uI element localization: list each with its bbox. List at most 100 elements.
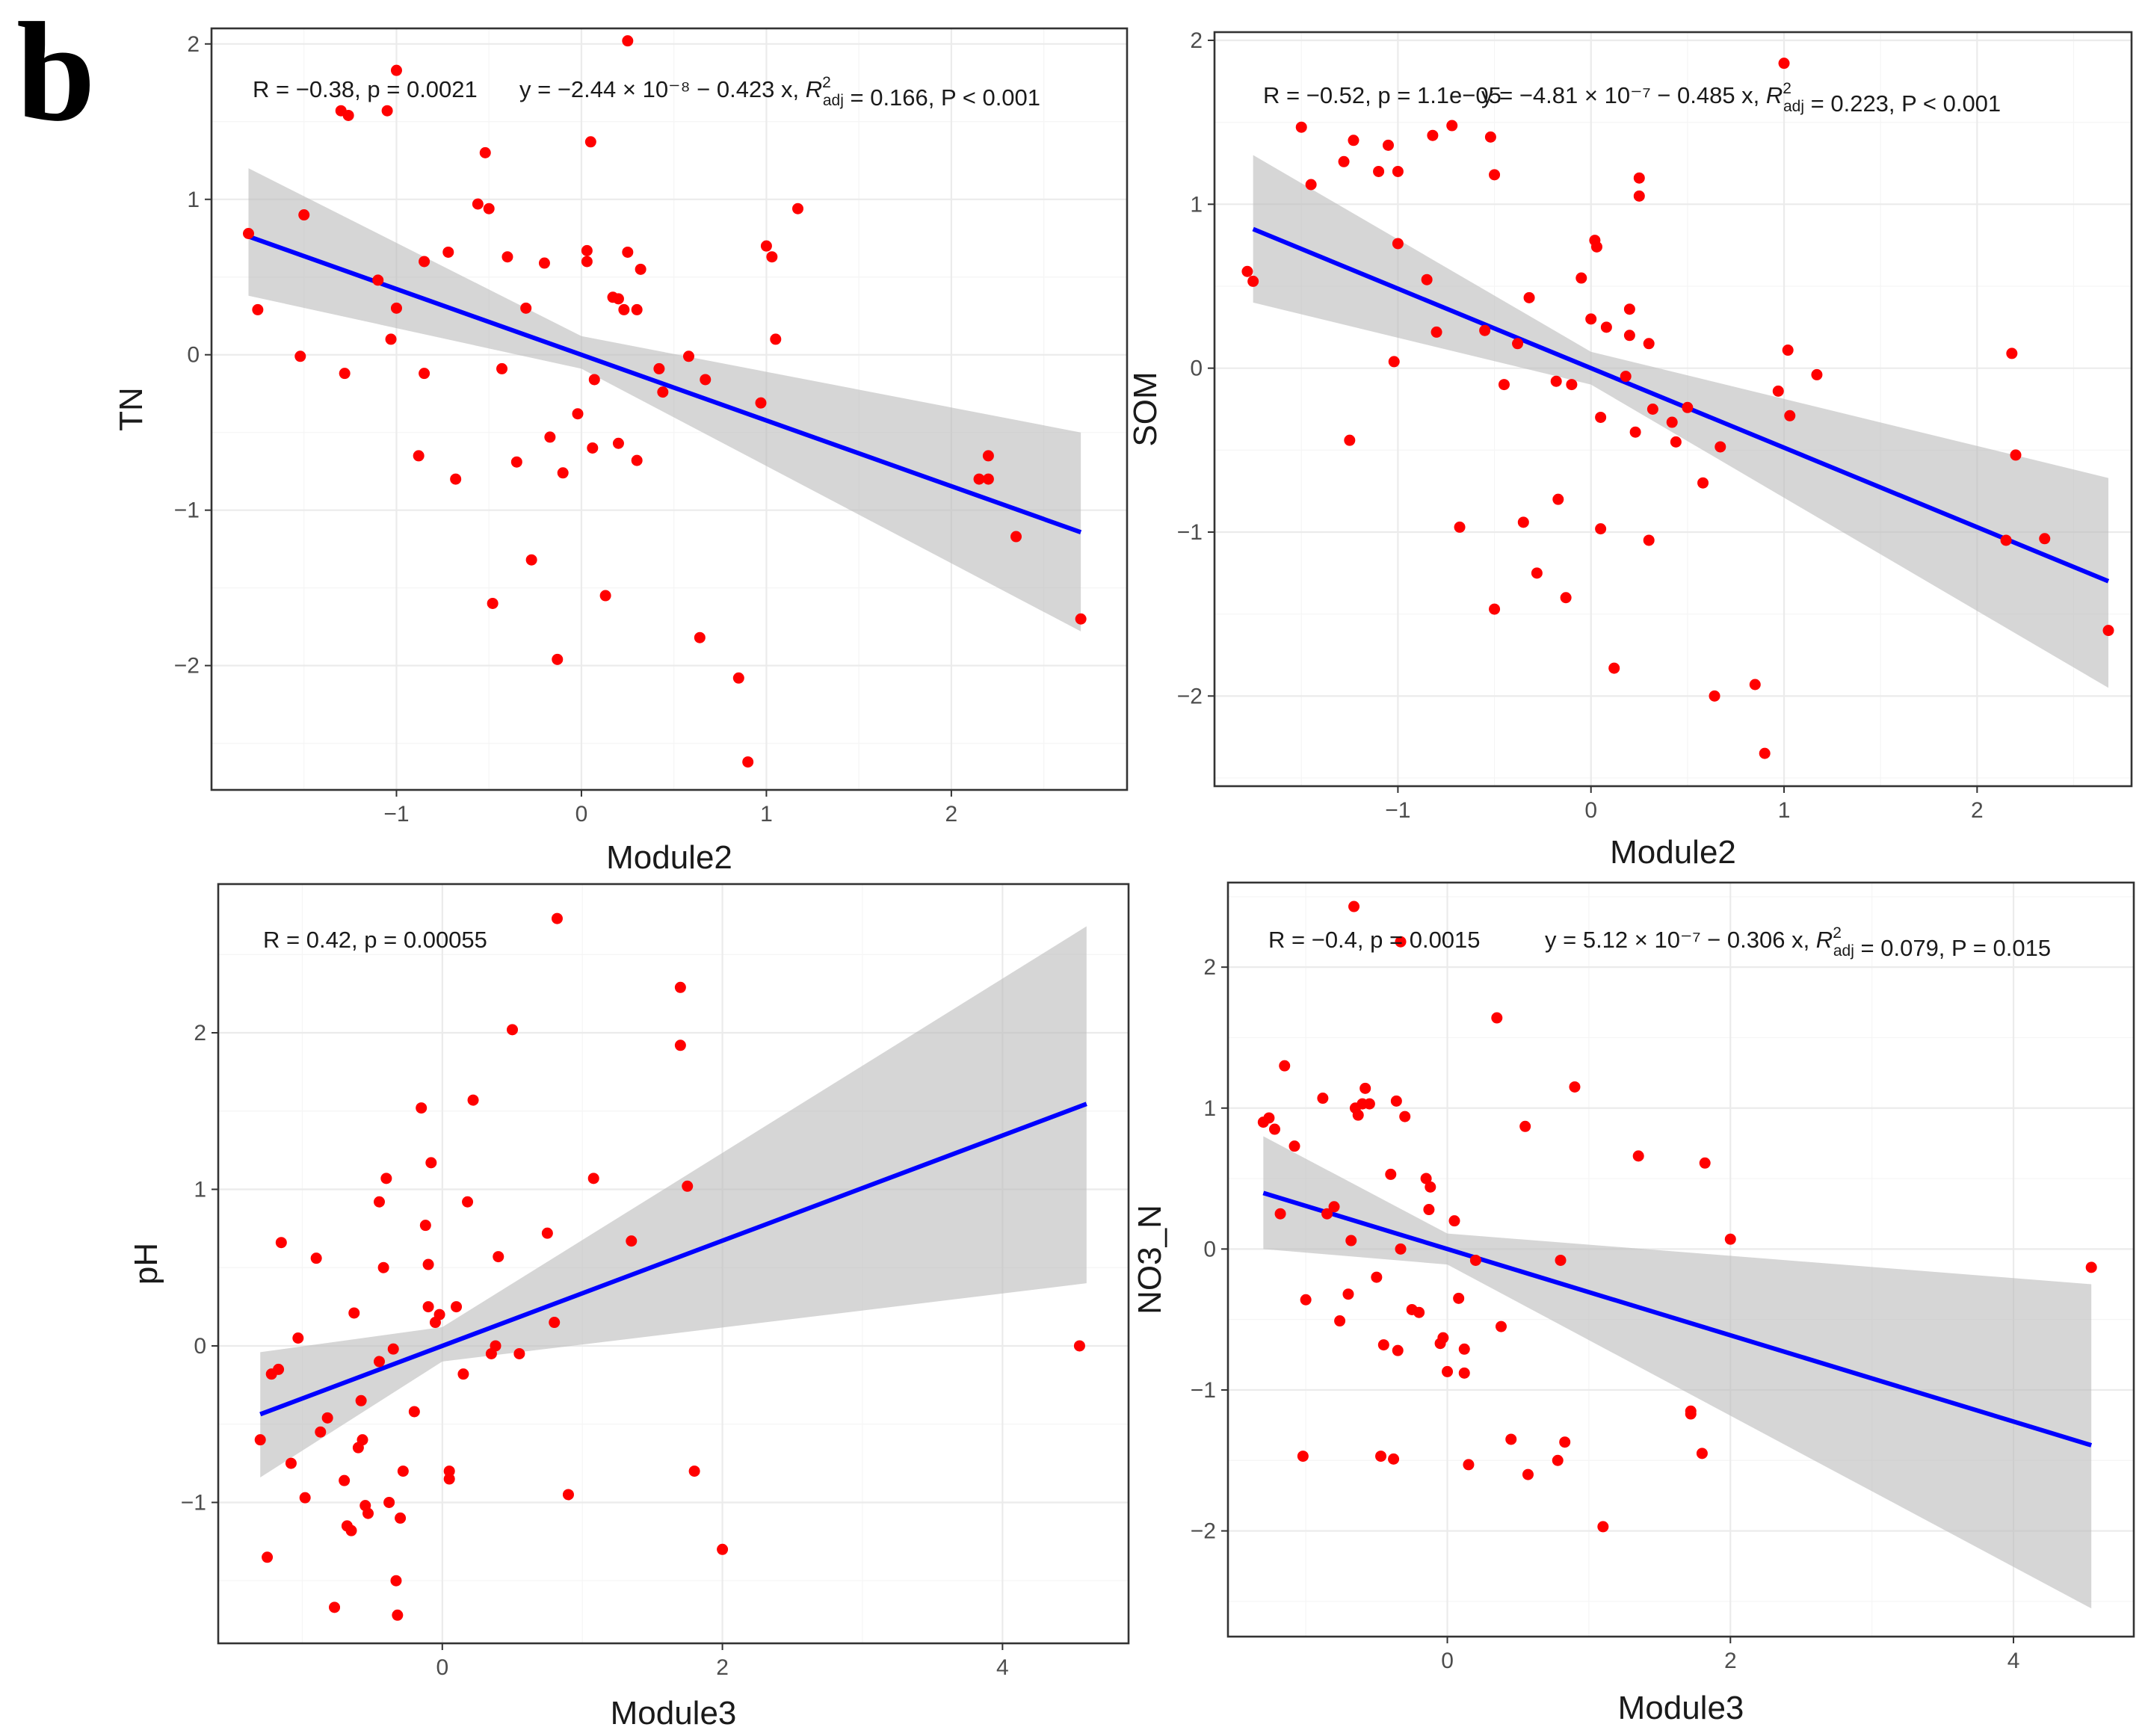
data-point <box>1373 165 1385 177</box>
y-tick-label: 2 <box>1190 28 1203 53</box>
data-point <box>392 1609 404 1621</box>
data-point <box>1697 477 1709 489</box>
data-point <box>496 362 508 374</box>
data-point <box>373 1356 385 1368</box>
data-point <box>285 1457 297 1469</box>
data-point <box>1395 936 1407 948</box>
data-point <box>755 397 767 409</box>
data-point <box>1749 679 1761 691</box>
data-point <box>1392 165 1404 177</box>
data-point <box>1427 129 1439 141</box>
data-point <box>562 1489 574 1501</box>
data-point <box>584 136 596 148</box>
data-point <box>1263 1112 1275 1124</box>
y-tick-label: 1 <box>1190 192 1203 217</box>
x-tick-label: 0 <box>1441 1649 1454 1673</box>
data-point <box>1073 1340 1085 1352</box>
data-point <box>467 1094 479 1106</box>
data-point <box>1685 1405 1697 1417</box>
data-point <box>1715 441 1726 453</box>
correlation-annotation: R = −0.52, p = 1.1e−05 <box>1263 82 1502 108</box>
data-point <box>1623 303 1635 315</box>
data-point <box>419 368 430 380</box>
data-point <box>310 1252 322 1264</box>
data-point <box>377 1261 389 1273</box>
data-point <box>443 1465 455 1477</box>
data-point <box>572 408 584 420</box>
data-point <box>1784 410 1796 421</box>
data-point <box>1595 523 1607 535</box>
data-point <box>631 454 643 466</box>
data-point <box>1388 356 1400 368</box>
data-point <box>294 350 306 362</box>
data-point <box>1423 1204 1435 1216</box>
data-point <box>1359 1082 1371 1094</box>
data-point <box>408 1406 420 1418</box>
data-point <box>1344 434 1356 446</box>
data-point <box>355 1394 367 1406</box>
data-point <box>1696 1448 1708 1459</box>
data-point <box>1385 1168 1397 1180</box>
data-point <box>1597 1521 1609 1533</box>
data-point <box>1010 531 1022 543</box>
data-point <box>1666 416 1678 428</box>
data-point <box>483 203 495 214</box>
data-point <box>682 350 694 362</box>
data-point <box>390 64 402 76</box>
x-tick-label: 0 <box>436 1655 448 1680</box>
data-point <box>1421 274 1433 285</box>
data-point <box>1268 1123 1280 1135</box>
data-point <box>588 374 600 386</box>
data-point <box>1363 1098 1375 1110</box>
x-tick-label: 1 <box>760 802 773 827</box>
data-point <box>1305 179 1317 191</box>
x-tick-label: 0 <box>575 802 588 827</box>
data-point <box>1575 272 1587 284</box>
data-point <box>1388 1453 1400 1465</box>
data-point <box>1489 603 1501 615</box>
data-point <box>1643 534 1655 546</box>
data-point <box>1454 521 1466 533</box>
data-point <box>1420 1173 1432 1184</box>
data-point <box>1458 1343 1470 1355</box>
data-point <box>1498 379 1510 391</box>
regression-equation: y = 5.12 × 10⁻⁷ − 0.306 x, R2 adj = 0.079… <box>1545 924 2051 961</box>
chart-panel-TN-vs-Module2: −1 0 1 2 −2 −1 0 1 2 R = −0.38, p = 0.0021 y = −2.… <box>113 27 1129 876</box>
data-point <box>674 1040 686 1051</box>
data-point <box>1633 190 1645 202</box>
data-point <box>380 1173 392 1184</box>
x-tick-label: 2 <box>1971 798 1984 823</box>
plot-frame <box>1213 31 2133 788</box>
data-point <box>1555 1254 1567 1266</box>
data-point <box>1463 1459 1475 1471</box>
data-point <box>1469 1254 1481 1266</box>
data-point <box>520 302 532 314</box>
plot-frame <box>210 27 1129 791</box>
data-point <box>425 1157 437 1169</box>
data-point <box>479 146 491 158</box>
data-point <box>1338 155 1350 167</box>
data-point <box>612 437 624 449</box>
data-point <box>1523 291 1535 303</box>
data-point <box>1448 1215 1460 1227</box>
data-point <box>1623 330 1635 342</box>
data-point <box>419 1220 431 1232</box>
data-point <box>357 1434 368 1446</box>
data-point <box>1772 385 1784 397</box>
data-point <box>1560 592 1572 604</box>
data-point <box>442 246 454 258</box>
y-tick-label: 1 <box>187 188 200 212</box>
data-point <box>1782 345 1794 356</box>
data-point <box>422 1301 434 1313</box>
data-point <box>1352 1109 1364 1121</box>
data-point <box>372 274 384 286</box>
plot-frame <box>217 883 1130 1645</box>
data-point <box>1495 1320 1507 1332</box>
data-point <box>626 1235 638 1247</box>
plot-frame <box>1226 881 2135 1638</box>
data-point <box>581 256 593 268</box>
data-point <box>1392 238 1404 250</box>
data-point <box>385 333 397 345</box>
data-point <box>1512 338 1524 350</box>
